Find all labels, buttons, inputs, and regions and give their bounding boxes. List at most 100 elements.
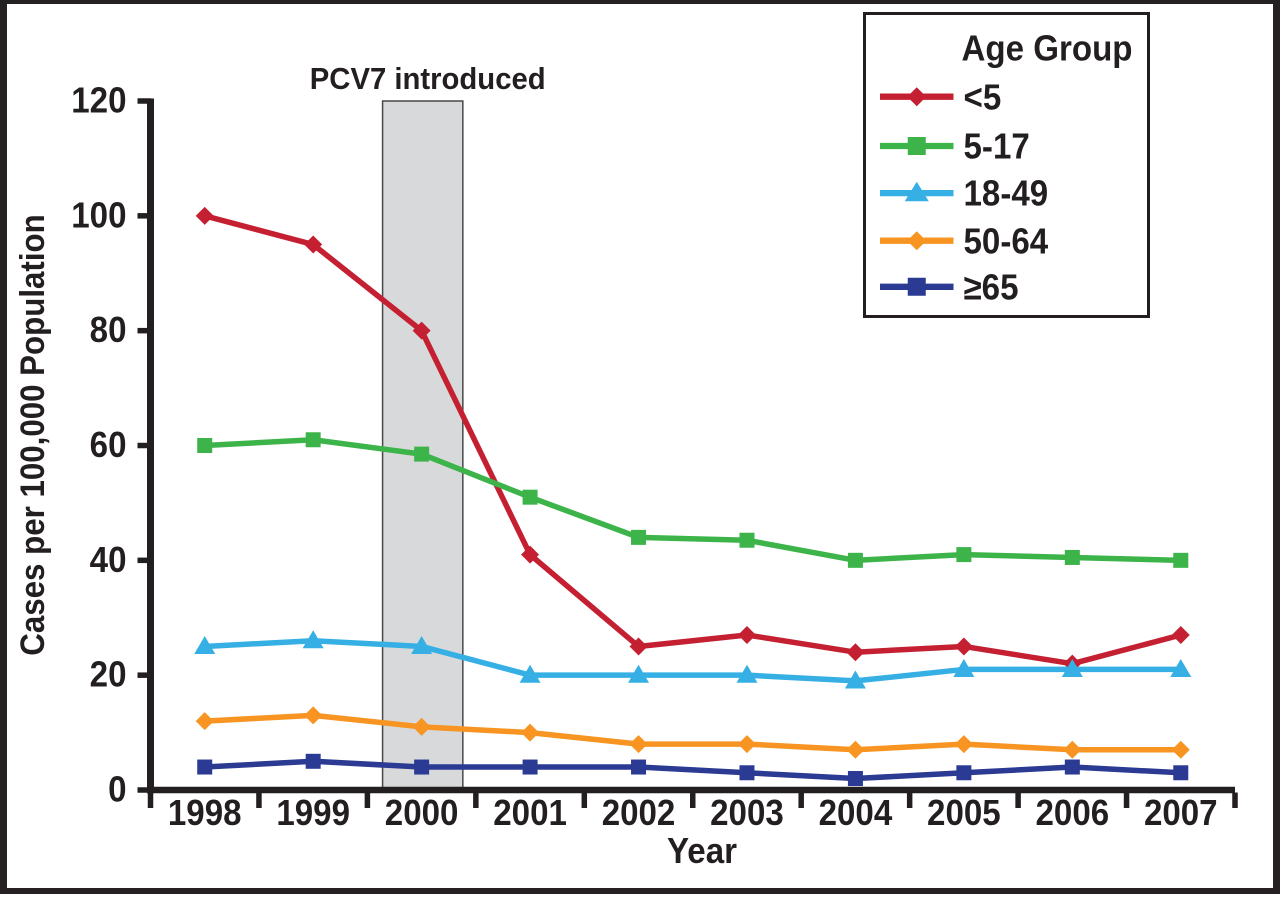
data-point-50-64-2005 [954,735,973,754]
highlight-band-layer [381,100,464,791]
y-axis-title: Cases per 100,000 Population [13,214,52,655]
data-point-18-49-2007 [1170,658,1192,677]
data-point-≥65-2003 [739,765,755,781]
data-point-≥65-1998 [197,759,213,775]
data-point-≥65-2001 [522,759,538,775]
series-line-5-17 [204,437,1181,564]
data-point-<5-2003 [737,625,756,644]
series-line-18-49 [204,637,1181,684]
x-tick-label-2003: 2003 [710,794,784,834]
y-tick-label-40: 40 [90,541,127,581]
legend-label-18-49: 18-49 [964,174,1049,214]
data-point-5-17-2001 [522,489,538,505]
data-point-50-64-2004 [846,740,865,759]
series-50-64 [195,706,1190,759]
legend-marker-<5 [907,87,927,107]
legend-box [863,12,1150,318]
series-line-50-64 [204,712,1181,753]
x-tick-label-1999: 1999 [276,794,350,834]
data-point-<5-2001 [521,545,540,564]
data-point-≥65-2006 [1064,759,1080,775]
data-point-<5-2005 [954,637,973,656]
series-<5 [195,206,1190,673]
y-tick-label-0: 0 [108,770,126,810]
data-point-≥65-2000 [414,759,430,775]
series-line-<5 [204,213,1182,667]
data-point-18-49-2004 [844,670,866,689]
x-tick-label-2007: 2007 [1144,794,1218,834]
x-tick-label-2004: 2004 [819,794,893,834]
axes-layer: 0 20 40 60 80 100 120 1998 1999 2000 2001 2002 2003 2… [71,81,1238,834]
x-tick-label-2002: 2002 [602,794,676,834]
x-tick-label-1998: 1998 [168,794,242,834]
series-18-49 [194,630,1192,689]
y-tick-label-80: 80 [90,311,127,351]
data-point-5-17-2005 [956,547,972,563]
data-point-18-49-2003 [736,664,758,683]
legend-marker-5-17 [907,137,926,155]
data-point-5-17-2002 [631,529,647,545]
series-layer [194,206,1192,787]
data-point-50-64-2006 [1063,740,1082,759]
data-point-5-17-2004 [847,552,863,568]
data-point-<5-2007 [1171,625,1190,644]
legend-title: Age Group [961,29,1132,69]
data-point-18-49-2001 [519,664,541,683]
data-point-≥65-2007 [1173,765,1189,781]
legend: Age Group <5 5-17 18-49 50-64 ≥65 [863,12,1150,318]
data-point-≥65-2004 [847,771,863,787]
x-tick-label-2005: 2005 [927,794,1001,834]
legend-item-5-17: 5-17 [880,127,1030,167]
data-point-5-17-1999 [305,432,321,448]
y-tick-label-120: 120 [71,81,126,121]
annotation-pcv7-label: PCV7 introduced [310,62,546,96]
data-point-<5-1998 [195,206,214,225]
data-point-≥65-1999 [305,753,321,769]
legend-label-<5: <5 [964,78,1002,118]
legend-item-<5: <5 [880,78,1001,118]
data-point-≥65-2002 [631,759,647,775]
x-axis-title: Year [667,832,737,872]
x-tick-label-2006: 2006 [1035,794,1109,834]
data-point-<5-2000 [412,321,431,340]
legend-marker-18-49 [904,181,929,202]
legend-item-18-49: 18-49 [880,174,1048,214]
legend-items: <5 5-17 18-49 50-64 ≥65 [880,78,1049,308]
legend-label-5-17: 5-17 [964,127,1030,167]
data-point-5-17-2003 [739,532,755,548]
data-point-18-49-2000 [411,636,433,655]
data-point-18-49-2005 [953,658,975,677]
data-point-<5-2002 [629,637,648,656]
data-point-18-49-2002 [628,664,650,683]
data-point-50-64-2007 [1171,740,1190,759]
data-point-50-64-2000 [412,717,431,736]
legend-label-≥65: ≥65 [964,268,1019,308]
data-point-50-64-1998 [195,712,214,731]
data-point-5-17-1998 [197,438,213,453]
series-line-≥65 [204,758,1181,782]
data-point-5-17-2000 [414,446,430,462]
data-point-18-49-2006 [1061,658,1083,677]
legend-label-50-64: 50-64 [964,222,1049,262]
data-point-5-17-2007 [1173,552,1189,568]
y-tick-label-100: 100 [71,196,126,236]
data-point-18-49-1998 [194,636,216,655]
y-tick-label-60: 60 [90,426,127,466]
data-point-18-49-1999 [302,630,324,649]
y-tick-label-20: 20 [90,655,127,695]
legend-marker-≥65 [907,277,926,296]
x-tick-label-2001: 2001 [493,794,567,834]
data-point-50-64-1999 [304,706,323,725]
data-point-<5-1999 [304,235,323,254]
legend-item-50-64: 50-64 [880,222,1049,262]
data-point-50-64-2002 [629,735,648,754]
series-≥65 [197,753,1189,787]
x-tick-label-2000: 2000 [385,794,459,834]
legend-item-≥65: ≥65 [880,268,1019,308]
series-5-17 [197,432,1189,568]
pcv7-highlight-band [381,100,464,791]
data-point-5-17-2006 [1064,549,1080,565]
data-point-50-64-2003 [737,735,756,754]
